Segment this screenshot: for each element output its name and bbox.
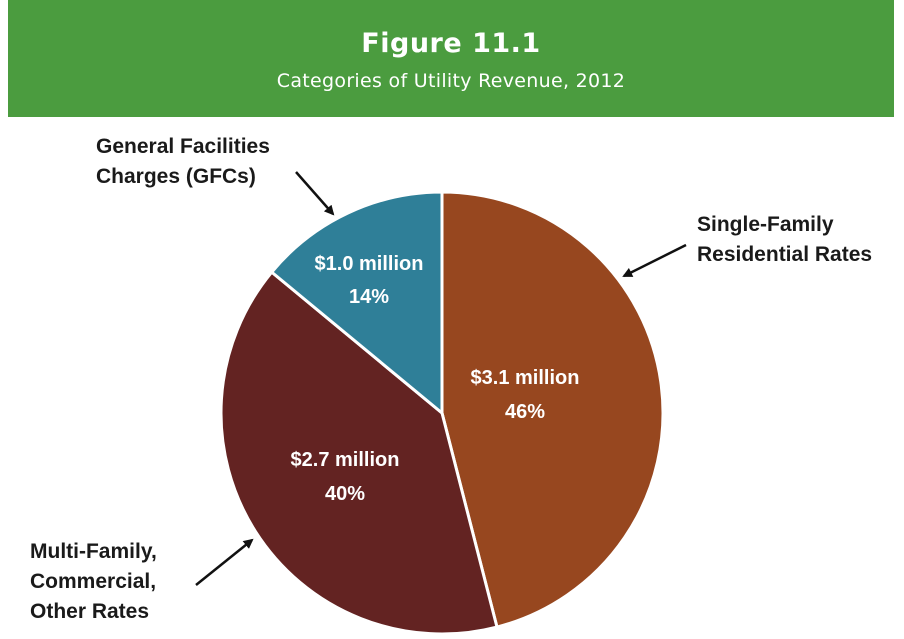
slice-percent-label-single-family: 46% xyxy=(505,401,545,423)
figure-banner: Figure 11.1 Categories of Utility Revenu… xyxy=(8,0,894,117)
figure-number: Figure 11.1 xyxy=(361,28,541,59)
pie-slice-multi-family xyxy=(219,270,499,636)
figure-title: Categories of Utility Revenue, 2012 xyxy=(276,70,626,92)
slice-value-label-multi-family: $2.7 million xyxy=(291,449,400,471)
pie-slice-labels: $3.1 million 46% $2.7 million 40% $1.0 milli… xyxy=(291,253,580,505)
slice-value-label-gfc: $1.0 million xyxy=(315,253,424,275)
slice-percent-label-multi-family: 40% xyxy=(325,483,365,505)
pie-label-arrows xyxy=(195,171,687,586)
category-label-multi-family: Multi-Family, Commercial, Other Rates xyxy=(30,540,157,623)
category-label-single-family: Single-Family Residential Rates xyxy=(697,213,872,266)
slice-percent-label-gfc: 14% xyxy=(349,286,389,308)
pie-slices xyxy=(219,190,665,636)
arrow-gfc xyxy=(295,171,335,216)
pie-external-labels: Single-Family Residential Rates Multi-Fami… xyxy=(30,135,872,623)
pie-slice-single-family xyxy=(440,190,665,629)
slice-value-label-single-family: $3.1 million xyxy=(471,367,580,389)
arrow-single-family xyxy=(622,243,687,278)
category-label-gfc: General Facilities Charges (GFCs) xyxy=(96,135,270,188)
arrow-multi-family xyxy=(195,538,254,586)
pie-slice-gfc xyxy=(270,190,444,415)
